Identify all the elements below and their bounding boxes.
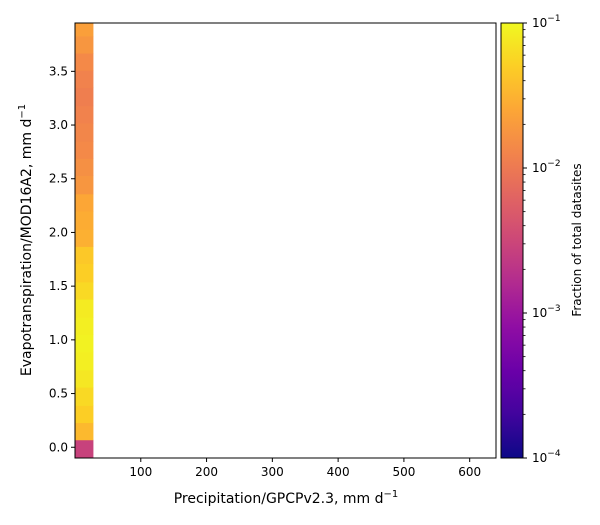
heatmap-cell-7 — [75, 317, 94, 335]
heatmap-cell-15 — [75, 175, 94, 195]
heatmap-cell-23 — [75, 35, 94, 54]
heatmap-cell-16 — [75, 158, 94, 177]
y-tick-label-2: 1.0 — [49, 333, 68, 347]
x-tick-label-5: 600 — [458, 465, 481, 479]
heatmap-cell-19 — [75, 105, 94, 124]
heatmap-cell-18 — [75, 122, 94, 142]
y-tick-label-4: 2.0 — [49, 225, 68, 239]
x-tick-label-0: 100 — [129, 465, 152, 479]
colorbar-tick-label-2: 10−2 — [532, 159, 561, 175]
heatmap-cell-14 — [75, 193, 94, 212]
y-axis: 0.0 0.5 1.0 1.5 2.0 2.5 3.0 3.5 — [49, 64, 75, 454]
heatmap-cell-9 — [75, 281, 94, 300]
heatmap-cell-24 — [75, 23, 94, 37]
y-tick-label-0: 0.0 — [49, 440, 68, 454]
x-tick-label-3: 400 — [327, 465, 350, 479]
colorbar — [500, 22, 524, 459]
colorbar-tick-label-3: 10−1 — [532, 14, 561, 30]
colorbar-tick-label-0: 10−4 — [532, 449, 561, 465]
heatmap-cell-4 — [75, 369, 94, 388]
y-tick-label-6: 3.0 — [49, 118, 68, 132]
heatmap-cell-0 — [75, 439, 94, 459]
heatmap-cells — [75, 23, 94, 459]
y-tick-label-7: 3.5 — [49, 64, 68, 78]
x-axis-label: Precipitation/GPCPv2.3, mm d−1 — [174, 489, 399, 507]
heatmap-cell-13 — [75, 210, 94, 230]
heatmap-cell-1 — [75, 422, 94, 441]
colorbar-axis: 10−4 10−3 10−2 10−1 — [523, 14, 561, 465]
y-tick-label-1: 0.5 — [49, 387, 68, 401]
y-tick-label-5: 2.5 — [49, 172, 68, 186]
heatmap-cell-20 — [75, 87, 94, 107]
heatmap-cell-3 — [75, 387, 94, 406]
y-axis-label: Evapotranspiration/MOD16A2, mm d−1 — [17, 104, 35, 376]
x-tick-label-2: 300 — [261, 465, 284, 479]
colorbar-label: Fraction of total datasites — [570, 163, 584, 316]
heatmap-cell-8 — [75, 299, 94, 318]
plot-frame — [74, 22, 497, 459]
heatmap-cell-11 — [75, 246, 94, 265]
heatmap-cell-12 — [75, 229, 94, 247]
heatmap-cell-6 — [75, 334, 94, 353]
heatmap-cell-22 — [75, 53, 94, 71]
heatmap-cell-21 — [75, 70, 94, 88]
heatmap-cell-17 — [75, 141, 94, 159]
x-axis: 100 200 300 400 500 600 — [129, 458, 481, 479]
heatmap-cell-10 — [75, 263, 94, 283]
colorbar-tick-label-1: 10−3 — [532, 304, 561, 320]
y-tick-label-3: 1.5 — [49, 279, 68, 293]
heatmap-cell-2 — [75, 405, 94, 424]
x-tick-label-4: 500 — [392, 465, 415, 479]
x-tick-label-1: 200 — [195, 465, 218, 479]
heatmap-cell-5 — [75, 351, 94, 371]
